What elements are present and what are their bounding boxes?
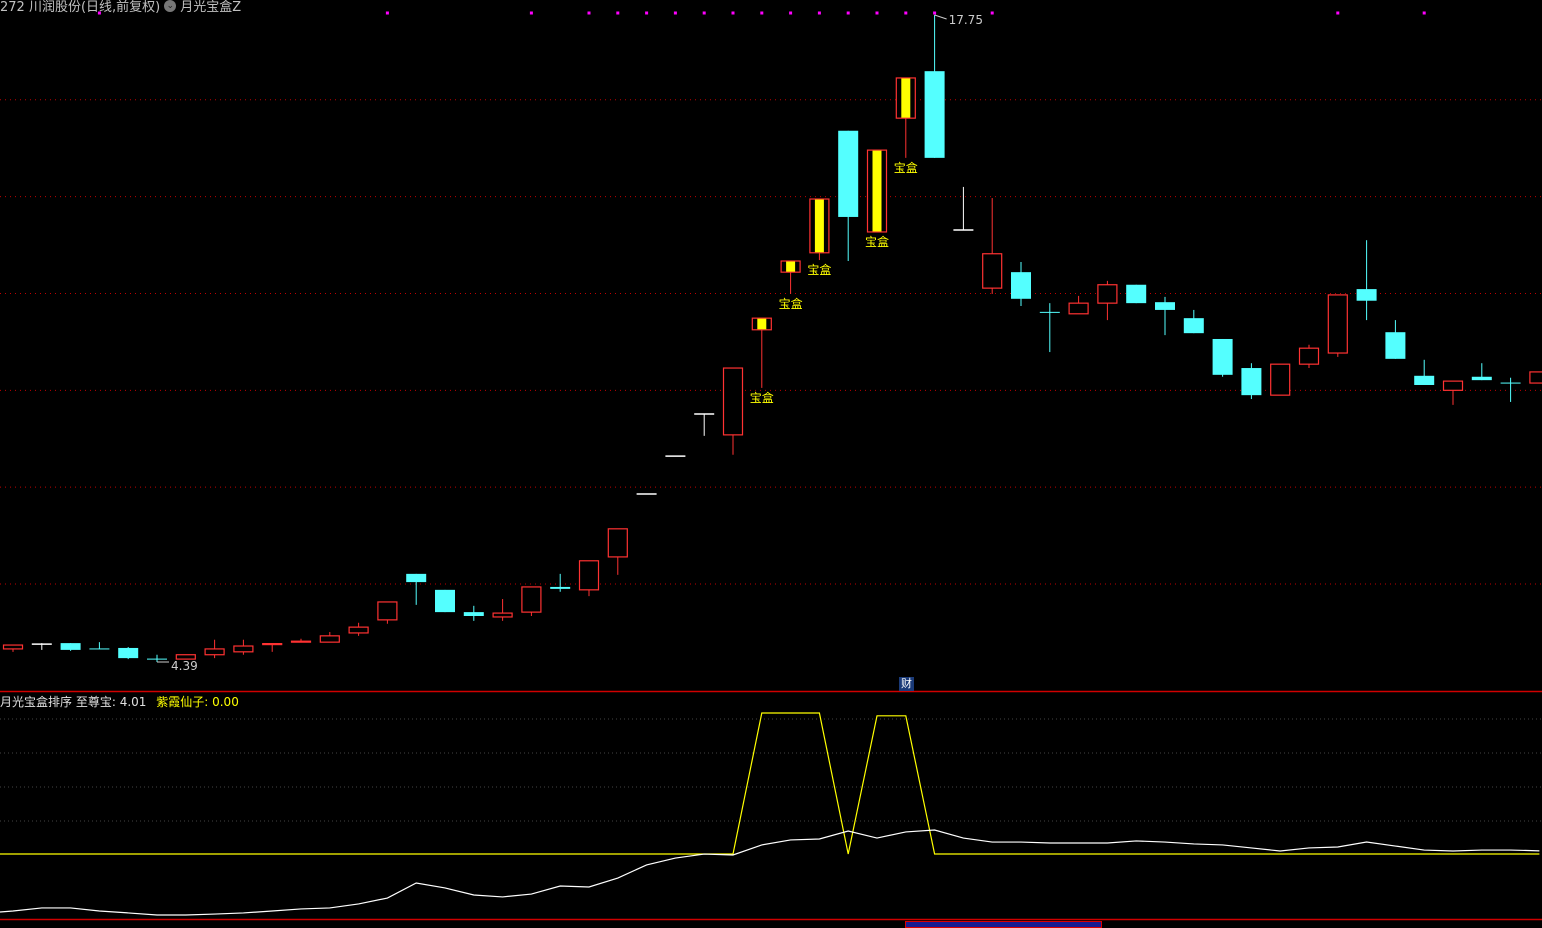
candle-body (60, 643, 81, 650)
box-signal-fill (901, 78, 911, 118)
candle-body (233, 645, 254, 653)
signal-dot (385, 11, 389, 15)
candle-body (550, 586, 571, 589)
finance-badge[interactable]: 财 (899, 677, 914, 691)
candle-body (175, 654, 196, 660)
candle-body (319, 635, 340, 643)
candle-body (290, 640, 312, 643)
box-label: 宝盒 (865, 234, 889, 249)
stock-title: 272 川润股份(日线,前复权) (0, 0, 161, 15)
box-signal-fill (814, 199, 824, 253)
candle-body (262, 642, 283, 646)
candle-body (1385, 332, 1406, 359)
candle-body (1039, 311, 1060, 313)
candle-body (348, 626, 369, 634)
candle-body (578, 560, 600, 591)
signal-dot (731, 11, 735, 15)
candle-body (463, 612, 484, 616)
series1-value: 4.01 (119, 695, 147, 709)
series2-label: 紫霞仙子: (156, 695, 213, 709)
candle-body (492, 612, 513, 618)
series1-line (0, 829, 1540, 916)
signal-dot (1336, 11, 1340, 15)
signal-dot (1422, 11, 1426, 15)
chart-title: 272 川润股份(日线,前复权) ⌄ 月光宝盒Z (0, 0, 241, 15)
signal-dot (616, 11, 620, 15)
candle-body (204, 648, 225, 656)
box-label: 宝盒 (807, 262, 831, 277)
candle-body (1327, 294, 1348, 354)
candle-body (1097, 284, 1118, 304)
candle-body (1212, 338, 1233, 375)
signal-dot (904, 11, 908, 15)
signal-dot (817, 11, 821, 15)
candle-body (1011, 272, 1031, 299)
candle-body (1155, 302, 1175, 310)
indicator-name[interactable]: 月光宝盒Z (180, 0, 242, 15)
candle-body (1183, 318, 1204, 334)
status-bar-box (905, 921, 1102, 928)
candle-body (377, 601, 398, 621)
low-label: 4.39 (171, 659, 198, 673)
high-marker (934, 14, 947, 20)
chevron-down-circle-icon[interactable]: ⌄ (164, 0, 177, 12)
candle-body (1298, 347, 1320, 365)
candle-body (1500, 382, 1521, 384)
series2-value: 0.00 (212, 695, 239, 709)
candle-body (924, 71, 945, 158)
box-signal-fill (757, 318, 767, 330)
candle-body (521, 586, 542, 613)
candle-body (607, 528, 628, 558)
signal-dot (760, 11, 764, 15)
signal-dot (875, 11, 879, 15)
candle-body (1270, 363, 1291, 396)
box-signal-fill (872, 150, 882, 232)
signal-dot (587, 11, 591, 15)
indicator-legend: 月光宝盒排序 至尊宝: 4.01 紫霞仙子: 0.00 (0, 693, 239, 710)
candle-body (147, 658, 167, 660)
candle-body (838, 130, 859, 217)
box-label: 宝盒 (750, 390, 774, 405)
signal-dot (673, 11, 677, 15)
candle-body (1442, 380, 1464, 391)
candle-body (1529, 371, 1542, 384)
series2-line (0, 712, 1540, 855)
candle-body (722, 367, 744, 436)
box-signal-fill (786, 261, 796, 272)
signal-dot (933, 11, 937, 15)
signal-dot (702, 11, 706, 15)
high-label: 17.75 (949, 13, 983, 27)
candle-body (1471, 376, 1492, 381)
candle-body (1414, 375, 1435, 385)
candle-body (982, 253, 1003, 289)
signal-dot (97, 11, 101, 15)
candle-body (2, 644, 24, 650)
box-label: 宝盒 (894, 160, 918, 175)
candle-body (435, 589, 455, 613)
series1-label: 至尊宝: (75, 695, 120, 709)
signal-dot (529, 11, 533, 15)
box-label: 宝盒 (779, 296, 803, 311)
candle-body (89, 648, 110, 650)
candle-body (1126, 284, 1147, 304)
signal-dot (990, 11, 994, 15)
signal-dot (846, 11, 850, 15)
candle-body (1241, 368, 1262, 396)
signal-dot (789, 11, 793, 15)
candle-body (406, 573, 427, 583)
signal-dot (645, 11, 649, 15)
candle-body (1356, 289, 1377, 301)
candle-body (118, 647, 139, 659)
indicator-name-label: 月光宝盒排序 (0, 695, 73, 709)
candle-body (1068, 302, 1089, 315)
